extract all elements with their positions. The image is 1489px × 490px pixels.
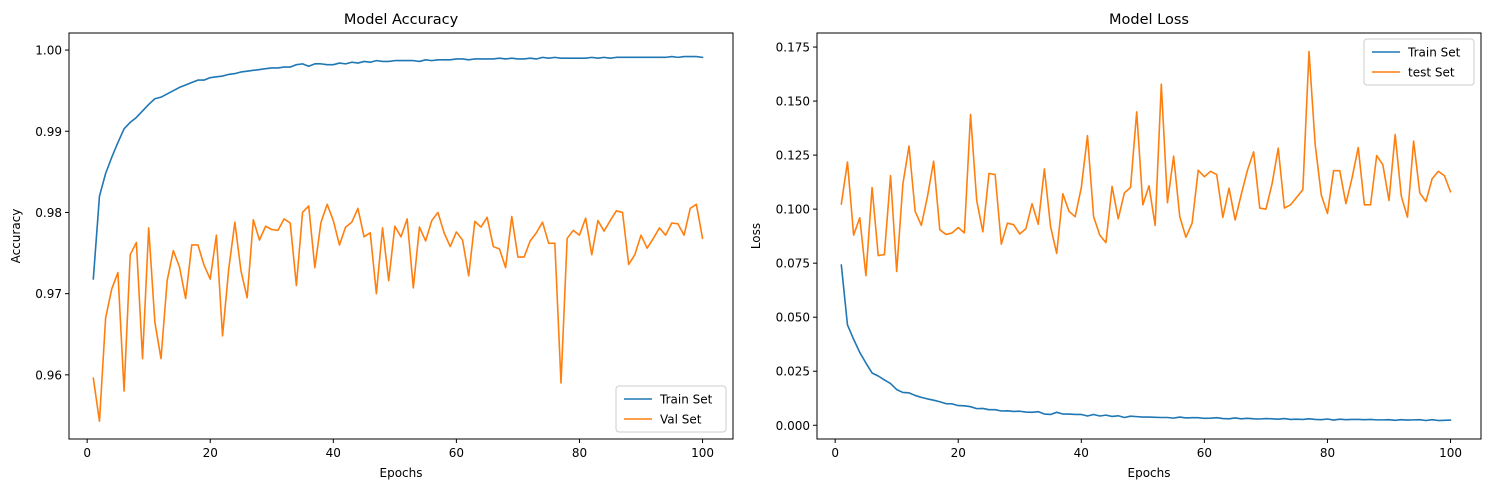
x-tick-label: 60 [449, 446, 464, 460]
x-tick-label: 100 [691, 446, 714, 460]
series-line-train-set [92, 55, 704, 280]
x-tick-label: 20 [203, 446, 218, 460]
y-tick-label: 1.00 [35, 44, 62, 58]
x-axis-title: Epochs [380, 466, 423, 480]
legend-box [615, 385, 727, 433]
legend-label: Train Set [1407, 46, 1461, 60]
x-tick-label: 100 [1439, 446, 1462, 460]
legend-label: test Set [1408, 66, 1455, 80]
series-line-val-set [92, 203, 704, 422]
legend-label: Train Set [659, 393, 713, 407]
x-tick-label: 80 [572, 446, 587, 460]
x-tick-label: 80 [1320, 446, 1335, 460]
legend-box [1363, 38, 1475, 86]
legend: Train Set test Set [1363, 38, 1475, 86]
x-tick-label: 60 [1197, 446, 1212, 460]
chart-title: Model Loss [1109, 12, 1189, 28]
y-tick-label: 0.050 [776, 311, 810, 325]
legend-label: Val Set [660, 413, 702, 427]
y-tick-label: 0.97 [35, 287, 62, 301]
legend: Train Set Val Set [615, 385, 727, 433]
loss-chart: Model Loss 0 20 40 60 80 100 0.000 0.025 0.050 0.0… [749, 12, 1482, 480]
y-tick-label: 0.125 [776, 149, 810, 163]
chart-title: Model Accuracy [344, 12, 459, 28]
x-tick-label: 40 [326, 446, 341, 460]
y-tick-label: 0.96 [35, 368, 62, 382]
x-tick-label: 20 [951, 446, 966, 460]
series-line-test-set [840, 50, 1452, 277]
y-axis-title: Accuracy [9, 209, 23, 264]
plot-frame [68, 32, 734, 440]
x-tick-label: 0 [831, 446, 839, 460]
plot-frame [816, 32, 1482, 440]
y-axis-title: Loss [749, 223, 763, 249]
y-tick-label: 0.000 [776, 419, 810, 433]
y-tick-label: 0.100 [776, 203, 810, 217]
y-tick-label: 0.025 [776, 365, 810, 379]
x-tick-label: 40 [1074, 446, 1089, 460]
accuracy-chart: Model Accuracy 0 20 40 60 80 100 0.96 0.97 0.98 0.… [9, 12, 734, 480]
y-tick-label: 0.175 [776, 41, 810, 55]
series-line-train-set [840, 264, 1452, 422]
y-tick-label: 0.075 [776, 257, 810, 271]
y-tick-label: 0.150 [776, 95, 810, 109]
y-tick-label: 0.98 [35, 206, 62, 220]
x-tick-label: 0 [83, 446, 91, 460]
x-axis-title: Epochs [1128, 466, 1171, 480]
y-tick-label: 0.99 [35, 125, 62, 139]
